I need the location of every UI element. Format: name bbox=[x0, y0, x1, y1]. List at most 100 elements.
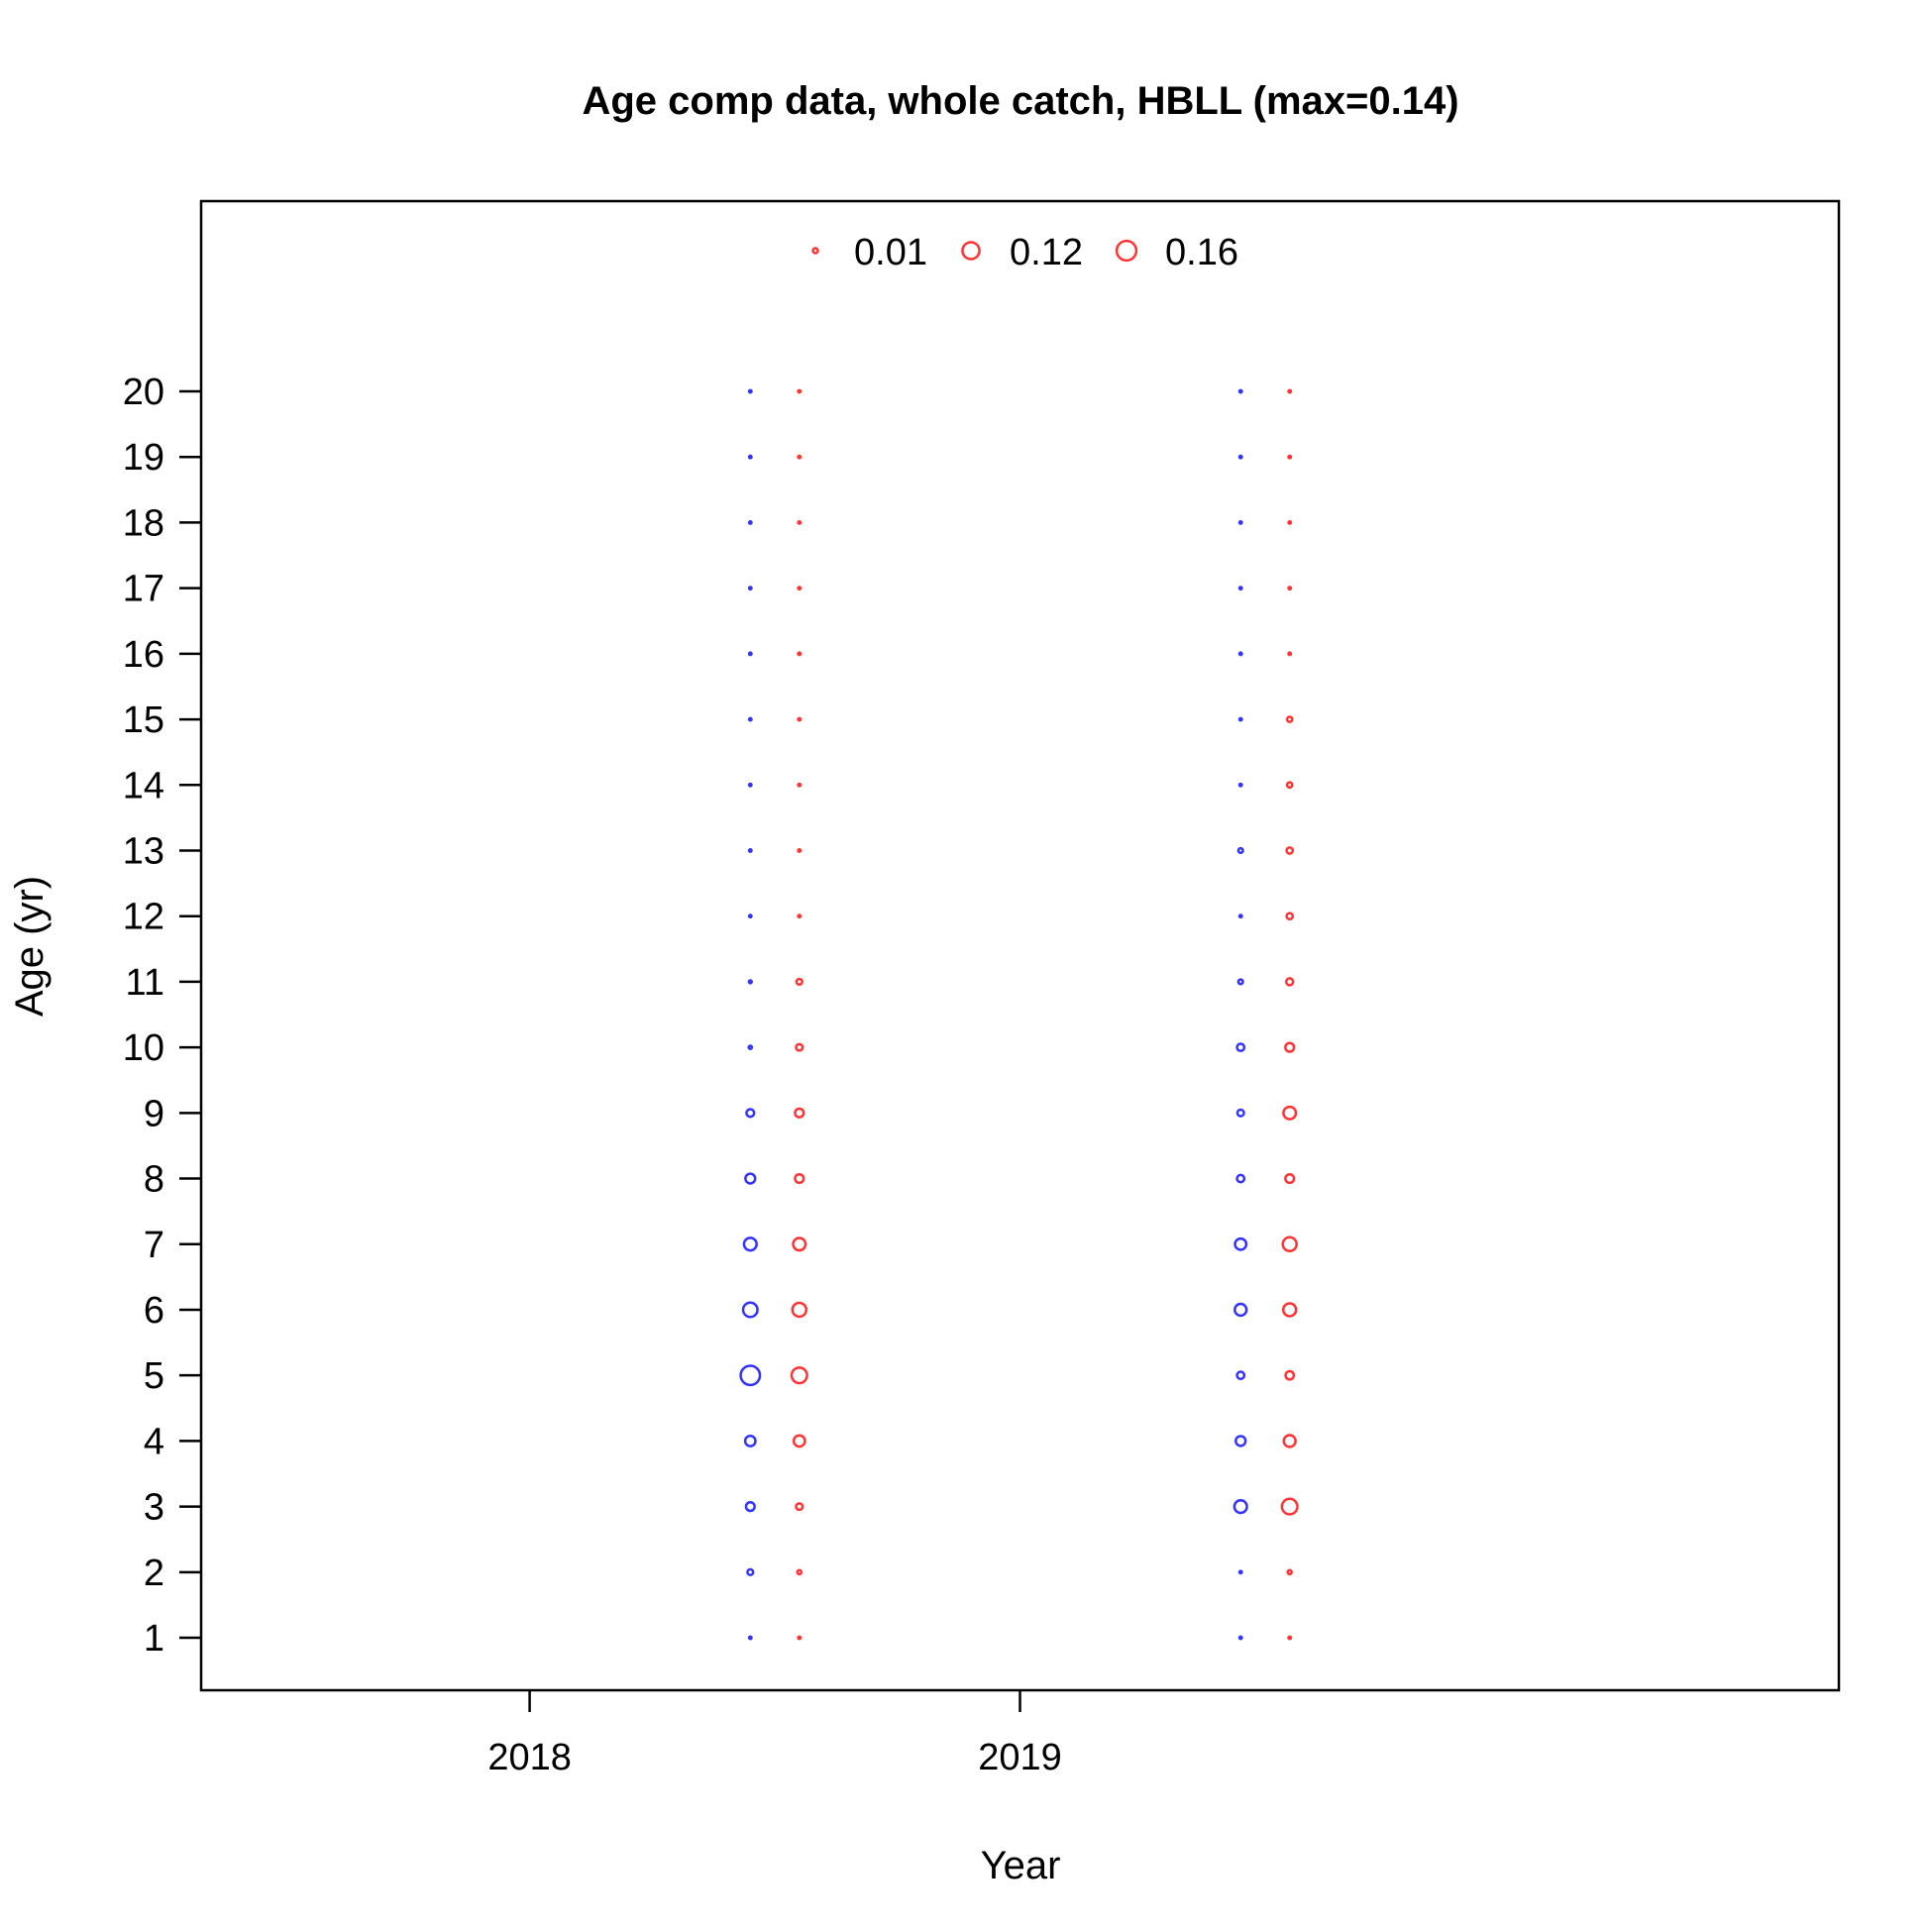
bubble bbox=[747, 913, 753, 919]
bubble bbox=[1287, 1635, 1293, 1641]
bubble bbox=[744, 1172, 757, 1185]
bubble bbox=[795, 1502, 805, 1512]
y-tick-label: 13 bbox=[123, 830, 164, 872]
legend-marker bbox=[961, 241, 981, 261]
bubble bbox=[1285, 715, 1294, 723]
bubble bbox=[745, 1108, 756, 1119]
bubble bbox=[747, 651, 753, 657]
bubble bbox=[797, 1635, 803, 1641]
bubble bbox=[1234, 1435, 1247, 1448]
bubble bbox=[792, 1236, 807, 1252]
plot-frame bbox=[199, 199, 1841, 1692]
bubble bbox=[1237, 388, 1243, 394]
bubble bbox=[747, 716, 753, 722]
y-axis-label: Age (yr) bbox=[8, 876, 52, 1017]
bubble bbox=[1282, 1434, 1297, 1449]
bubble bbox=[1237, 519, 1243, 525]
bubble bbox=[1285, 846, 1295, 855]
bubble bbox=[747, 979, 753, 985]
y-tick-label: 3 bbox=[144, 1487, 164, 1529]
bubble bbox=[747, 388, 753, 394]
bubble bbox=[1235, 1370, 1246, 1381]
bubble bbox=[1287, 454, 1293, 460]
bubble bbox=[1235, 1108, 1245, 1118]
y-tick-label: 19 bbox=[123, 437, 164, 479]
legend-marker bbox=[811, 247, 819, 255]
bubble bbox=[1284, 1041, 1296, 1053]
bubble bbox=[796, 1568, 804, 1576]
bubble bbox=[1287, 586, 1293, 591]
bubble bbox=[747, 519, 753, 525]
y-tick-label: 10 bbox=[123, 1027, 164, 1069]
y-tick-label: 9 bbox=[144, 1093, 164, 1134]
bubble bbox=[795, 977, 804, 987]
bubble bbox=[1286, 1568, 1293, 1576]
bubble bbox=[797, 782, 803, 788]
bubble bbox=[743, 1434, 757, 1448]
bubble bbox=[1237, 1569, 1243, 1575]
y-tick-label: 12 bbox=[123, 897, 164, 938]
bubble bbox=[739, 1364, 762, 1387]
y-tick-label: 17 bbox=[123, 569, 164, 610]
bubble bbox=[747, 1044, 754, 1051]
bubble bbox=[1237, 586, 1243, 591]
bubble bbox=[794, 1172, 805, 1185]
bubble bbox=[1237, 651, 1243, 657]
bubble bbox=[747, 454, 753, 460]
y-tick-label: 8 bbox=[144, 1159, 164, 1201]
bubble bbox=[741, 1301, 759, 1319]
x-axis-label: Year bbox=[981, 1844, 1061, 1887]
y-tick-label: 4 bbox=[144, 1421, 164, 1462]
chart-title: Age comp data, whole catch, HBLL (max=0.… bbox=[582, 79, 1458, 123]
bubble bbox=[744, 1501, 756, 1513]
bubble bbox=[1236, 978, 1244, 986]
bubble bbox=[747, 1635, 753, 1641]
bubble bbox=[797, 651, 803, 657]
y-tick-label: 20 bbox=[123, 372, 164, 413]
y-tick-label: 1 bbox=[144, 1618, 164, 1660]
legend: 0.01 0.12 0.16 bbox=[811, 232, 1238, 273]
bubble bbox=[1236, 846, 1244, 855]
bubble bbox=[1237, 1635, 1243, 1641]
x-axis: 2018 2019 bbox=[487, 1690, 1062, 1778]
bubble bbox=[746, 1567, 755, 1576]
y-tick-label: 11 bbox=[126, 962, 164, 1004]
bubble bbox=[1281, 1302, 1298, 1318]
bubble bbox=[747, 848, 753, 853]
bubble bbox=[742, 1236, 758, 1252]
bubble bbox=[797, 586, 803, 591]
y-tick-label: 5 bbox=[144, 1355, 164, 1397]
bubble bbox=[1234, 1302, 1248, 1318]
x-tick-label: 2019 bbox=[978, 1737, 1062, 1778]
bubble bbox=[794, 1107, 805, 1119]
bubble bbox=[792, 1434, 806, 1449]
bubble bbox=[1285, 781, 1294, 790]
bubble bbox=[790, 1366, 808, 1385]
bubble bbox=[1237, 782, 1243, 788]
y-tick-label: 15 bbox=[123, 699, 164, 741]
legend-label: 0.16 bbox=[1165, 232, 1238, 273]
bubble bbox=[1281, 1235, 1298, 1252]
bubble bbox=[1284, 1172, 1296, 1185]
bubble bbox=[747, 586, 753, 591]
y-tick-label: 14 bbox=[123, 765, 164, 806]
y-tick-label: 16 bbox=[123, 634, 164, 676]
bubble bbox=[1284, 977, 1295, 987]
bubble bbox=[1235, 1042, 1246, 1053]
bubble-layer bbox=[739, 388, 1299, 1641]
bubble bbox=[747, 782, 753, 788]
y-tick-label: 2 bbox=[144, 1553, 164, 1594]
bubble bbox=[797, 848, 803, 853]
legend-marker bbox=[1115, 239, 1138, 263]
y-tick-label: 7 bbox=[144, 1225, 164, 1266]
y-tick-label: 6 bbox=[144, 1290, 164, 1332]
bubble bbox=[797, 716, 803, 722]
bubble bbox=[797, 454, 803, 460]
bubble bbox=[1237, 913, 1243, 919]
legend-label: 0.12 bbox=[1010, 232, 1083, 273]
bubble bbox=[1287, 651, 1293, 657]
y-tick-label: 18 bbox=[123, 502, 164, 544]
bubble bbox=[1282, 1105, 1298, 1121]
bubble bbox=[1237, 716, 1243, 722]
